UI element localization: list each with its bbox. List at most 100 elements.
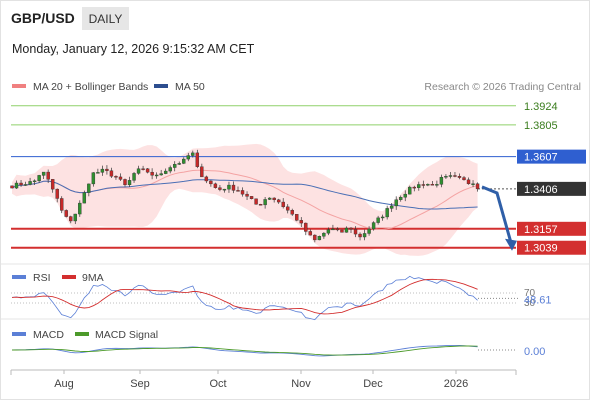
candle-body [159, 173, 163, 176]
timeframe-label: DAILY [89, 12, 123, 26]
candle [10, 185, 14, 189]
candle [227, 181, 231, 193]
candle-body [231, 184, 236, 191]
candle [41, 171, 46, 180]
candle-body [249, 196, 254, 200]
candle [394, 196, 398, 210]
pivot-label: 1.3607 [524, 152, 558, 164]
candle [435, 180, 439, 188]
candle-body [87, 183, 91, 193]
candle-body [127, 180, 132, 186]
candle [380, 214, 385, 221]
candle-body [28, 181, 32, 185]
candle [60, 196, 64, 214]
candlesticks [10, 149, 480, 243]
candle [82, 190, 87, 204]
ma20-legend-label: MA 20 + Bollinger Bands [33, 81, 148, 93]
candle-body [313, 234, 317, 241]
candle [200, 163, 204, 178]
candle-body [182, 158, 186, 164]
candle [182, 157, 186, 165]
candle [376, 215, 380, 225]
candle [222, 188, 227, 193]
candle-body [254, 198, 258, 205]
timeframe-badge[interactable] [82, 7, 129, 30]
candle [313, 234, 317, 243]
bollinger-band-fill [12, 143, 478, 256]
candle-body [114, 176, 118, 178]
candle [109, 167, 114, 178]
candle-body [394, 199, 398, 207]
candle [457, 173, 462, 180]
candle [430, 181, 435, 186]
candle-body [326, 229, 331, 234]
candle-body [457, 176, 462, 178]
pivot-badge [517, 149, 586, 164]
candle [186, 152, 190, 162]
candle-body [322, 232, 326, 237]
candle-body [91, 172, 96, 185]
candle [145, 167, 150, 174]
rsi-ma-legend-label: 9MA [82, 272, 104, 284]
candle [236, 186, 240, 192]
credit-label: Research © 2026 Trading Central [424, 81, 581, 93]
candle-body [163, 170, 168, 174]
candle-body [32, 180, 37, 183]
candle-body [69, 216, 73, 222]
candle-body [10, 185, 14, 189]
candle [204, 175, 209, 184]
candle-body [286, 206, 290, 211]
candle-body [344, 227, 349, 233]
candle [362, 229, 367, 241]
candle [32, 179, 37, 185]
candle [100, 165, 105, 176]
x-axis-tick-label: Sep [130, 378, 150, 390]
candle-body [258, 204, 263, 206]
candle [308, 229, 313, 236]
candle [421, 180, 426, 189]
candle-body [349, 227, 353, 230]
candle-body [191, 152, 195, 156]
candle [439, 174, 444, 188]
candle [50, 179, 55, 193]
candle-body [408, 186, 412, 195]
candle [471, 180, 475, 188]
rsi-ma-legend-swatch [62, 275, 76, 279]
candle-body [150, 171, 154, 176]
candle [87, 183, 91, 197]
candle [462, 175, 466, 181]
candle [326, 227, 331, 236]
candle-body [362, 233, 367, 238]
candle [412, 185, 416, 192]
candle-body [14, 182, 19, 189]
candle [276, 198, 281, 204]
candle [317, 235, 322, 241]
candle-body [50, 179, 55, 190]
candle [245, 191, 249, 200]
rsi-level-label: 30 [524, 298, 536, 309]
candle [64, 209, 68, 218]
candle [73, 213, 77, 225]
candle-body [475, 183, 480, 190]
candle-body [462, 177, 466, 181]
candle-body [41, 171, 46, 176]
price-levels [11, 105, 516, 249]
candle-body [55, 188, 59, 199]
candle [340, 229, 344, 233]
candle [114, 175, 118, 180]
candle-body [109, 170, 114, 177]
candle [290, 208, 294, 216]
candle-body [118, 176, 123, 180]
candle-body [64, 210, 68, 217]
x-axis: Aug Sep Oct Nov Dec 2026 [10, 369, 517, 390]
candle [195, 149, 200, 169]
macd-legend-label: MACD [33, 329, 64, 341]
rsi-legend-label: RSI [33, 272, 51, 284]
ma50-legend-swatch [154, 84, 168, 88]
candle [218, 185, 222, 192]
candle-body [421, 184, 426, 186]
candle-body [218, 187, 222, 190]
candle-body [389, 205, 394, 209]
candle-body [399, 197, 403, 200]
current-price-badge [517, 181, 586, 196]
